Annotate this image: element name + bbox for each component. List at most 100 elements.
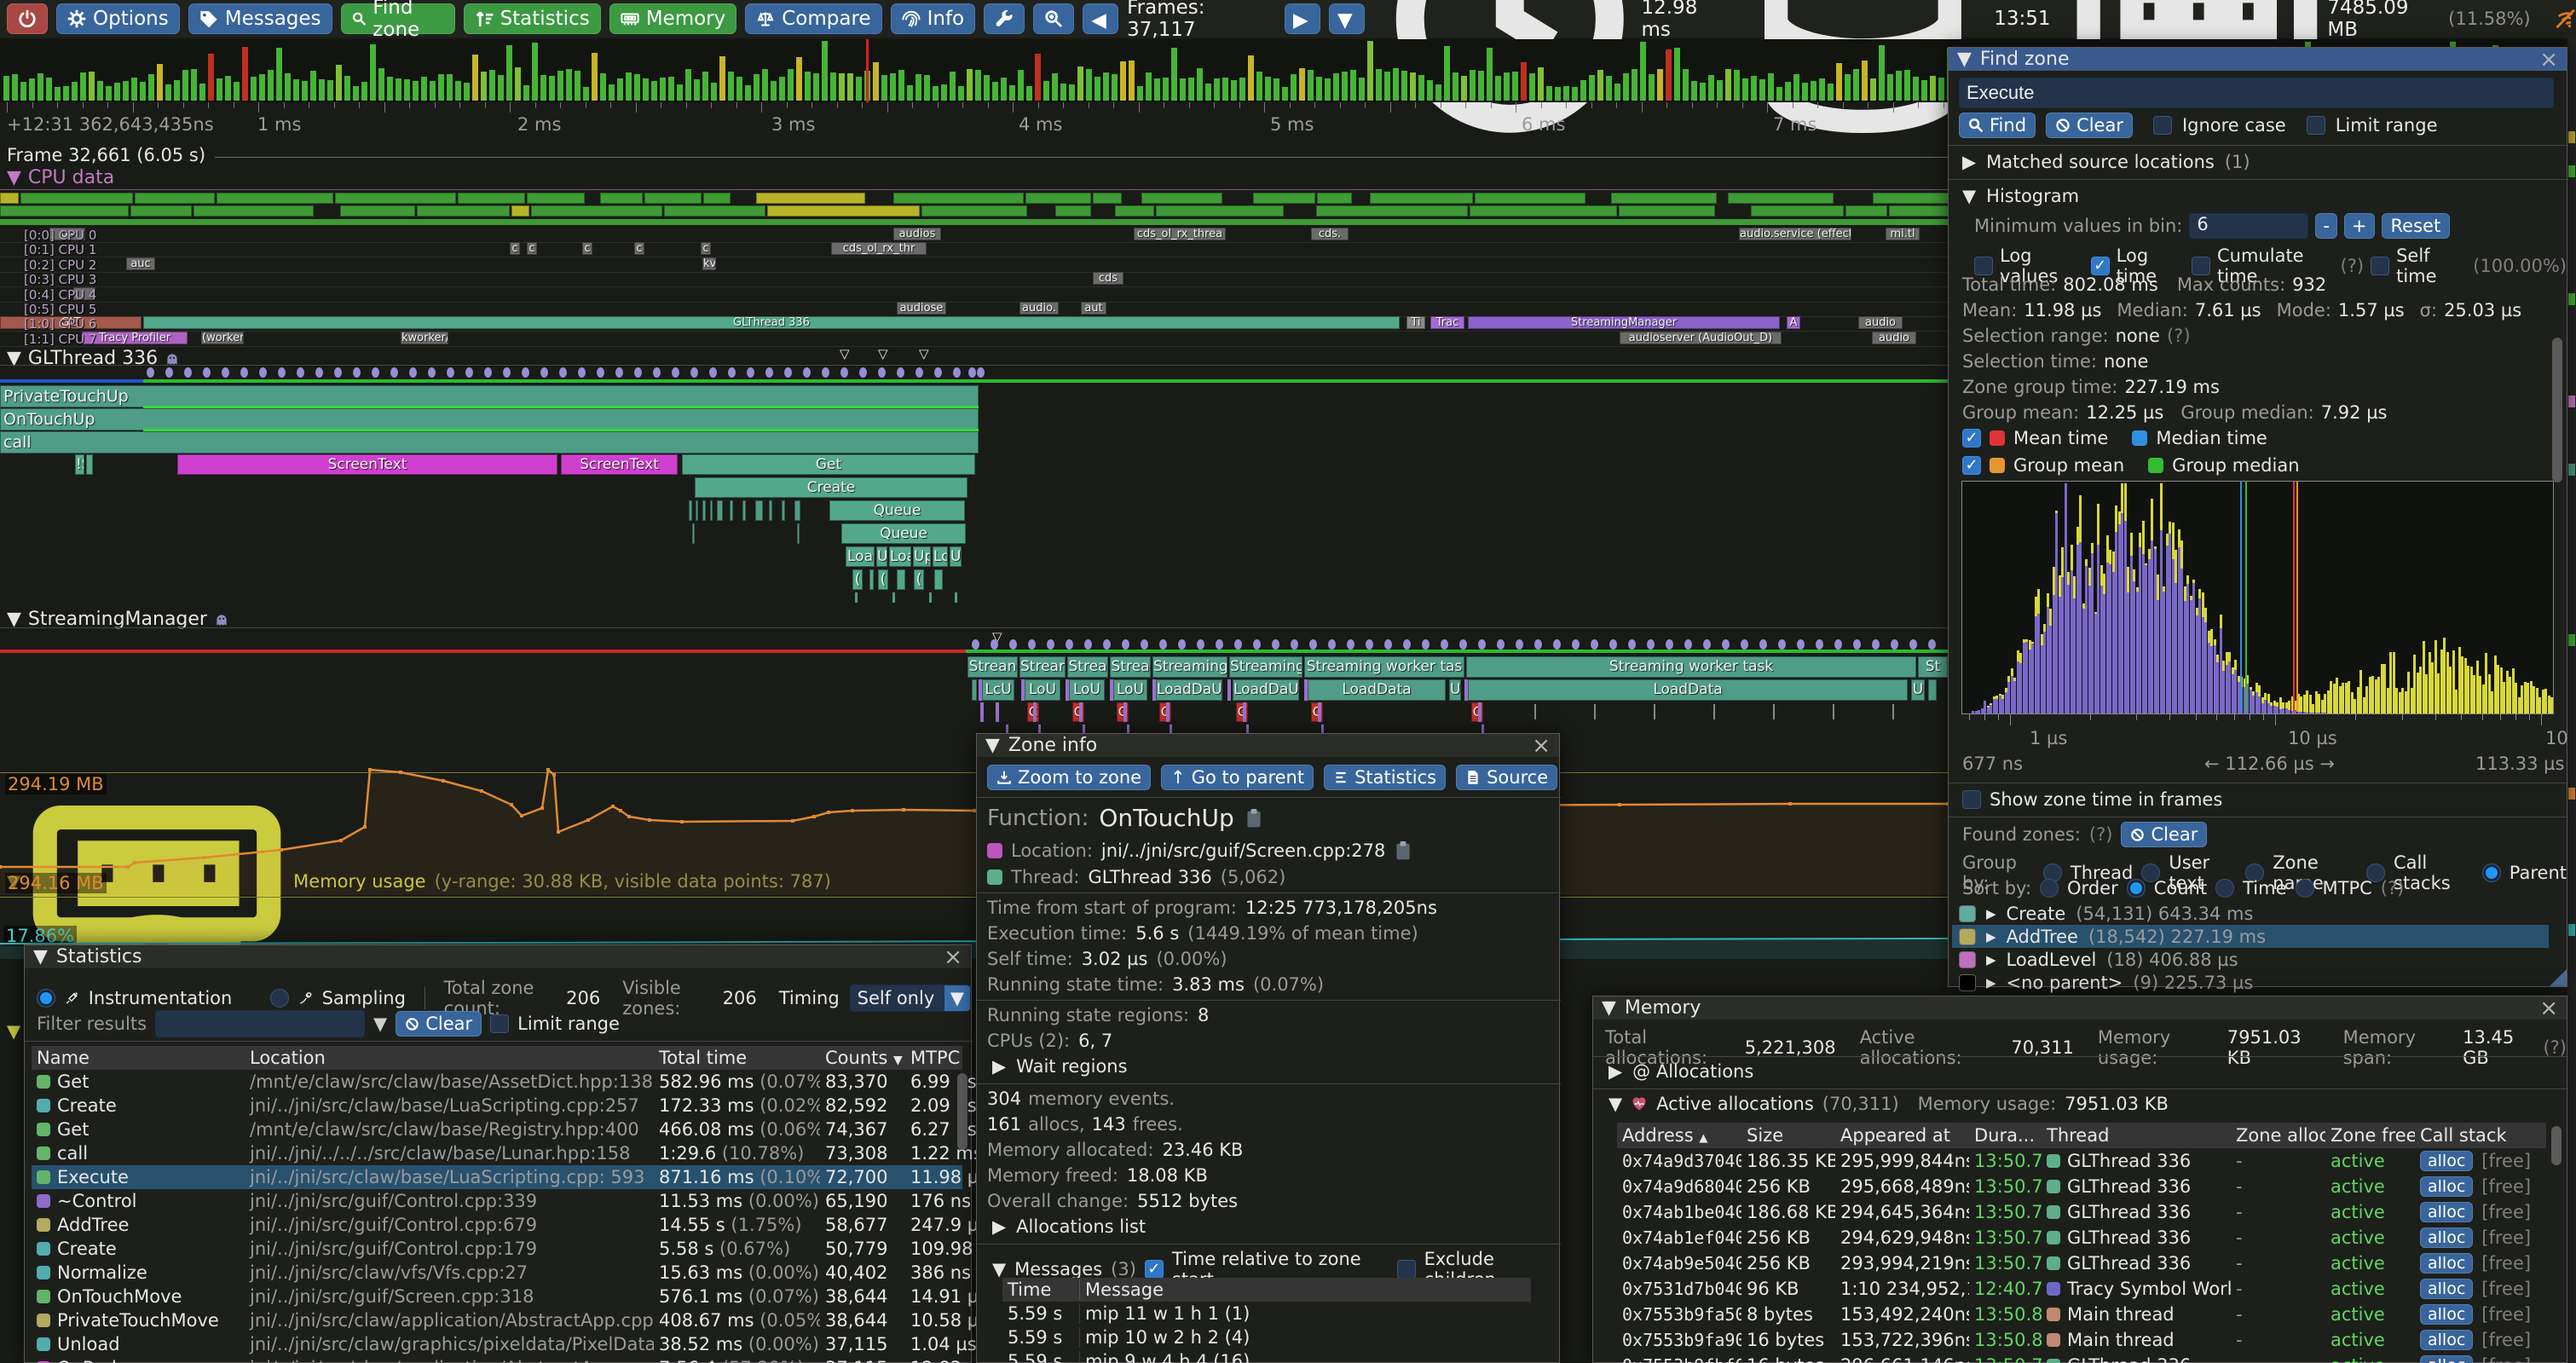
frame-bar[interactable] bbox=[489, 70, 495, 101]
histogram-collapser[interactable]: ▼ Histogram bbox=[1962, 186, 2080, 206]
frame-bar[interactable] bbox=[1418, 74, 1424, 101]
frame-bar[interactable] bbox=[1572, 86, 1578, 101]
statistics-row[interactable]: Execute jni/../jni/src/claw/base/LuaScrip… bbox=[32, 1165, 978, 1189]
allocations-list-collapser[interactable]: ▶ Allocations list bbox=[992, 1216, 1146, 1237]
frame-bar[interactable] bbox=[967, 69, 973, 101]
frame-bar[interactable] bbox=[1606, 76, 1612, 101]
frame-bar[interactable] bbox=[344, 75, 350, 101]
frame-bar[interactable] bbox=[1018, 69, 1024, 101]
zoom-to-zone-button[interactable]: Zoom to zone bbox=[987, 765, 1152, 790]
frame-bar[interactable] bbox=[822, 41, 828, 101]
frame-bar[interactable] bbox=[20, 82, 26, 101]
cpu-zone[interactable]: c bbox=[510, 242, 520, 256]
statistics-titlebar[interactable]: ▼ Statistics × bbox=[25, 945, 971, 968]
frame-bar[interactable] bbox=[285, 73, 291, 101]
zone-bar[interactable]: Loa bbox=[846, 546, 875, 567]
frame-bar[interactable] bbox=[1734, 70, 1740, 101]
zone-bar[interactable]: LoadDaU bbox=[1156, 679, 1222, 701]
group-by-parent[interactable] bbox=[2481, 863, 2501, 882]
cpu-zone[interactable]: audio. bbox=[1019, 302, 1059, 315]
collapse-icon[interactable]: ▼ bbox=[985, 735, 1000, 756]
frame-bar[interactable] bbox=[1384, 72, 1390, 101]
frame-bar[interactable] bbox=[1470, 70, 1476, 101]
frame-bar[interactable] bbox=[1035, 53, 1041, 101]
wait-regions-collapser[interactable]: ▶ Wait regions bbox=[992, 1056, 1128, 1077]
frame-bar[interactable] bbox=[3, 75, 9, 101]
cpu-zone[interactable]: audio bbox=[1858, 316, 1903, 330]
frame-bar[interactable] bbox=[1512, 71, 1518, 101]
zone-thread[interactable]: GLThread 336 bbox=[1088, 867, 1212, 887]
frame-bar[interactable] bbox=[762, 68, 768, 101]
alloc-callstack-button[interactable]: alloc bbox=[2420, 1330, 2474, 1350]
cpu-zone[interactable]: os bbox=[49, 228, 85, 240]
frame-bar[interactable] bbox=[1870, 78, 1876, 101]
matched-collapser[interactable]: ▶ Matched source locations (1) bbox=[1962, 152, 2250, 172]
zone-bar[interactable]: Strea bbox=[1067, 656, 1108, 678]
frame-bar[interactable] bbox=[1205, 83, 1211, 101]
frame-bar[interactable] bbox=[1529, 73, 1535, 101]
zone-bar[interactable]: Strea bbox=[1110, 656, 1151, 678]
alloc-callstack-button[interactable]: alloc bbox=[2420, 1227, 2474, 1248]
go-to-parent-button[interactable]: ↑ Go to parent bbox=[1161, 765, 1314, 790]
frame-bar[interactable] bbox=[626, 72, 632, 101]
close-icon[interactable]: × bbox=[944, 944, 962, 970]
frame-bar[interactable] bbox=[310, 70, 316, 101]
zone-bar[interactable] bbox=[934, 569, 943, 590]
frame-menu-button[interactable]: ▼ bbox=[1328, 3, 1365, 34]
cpu-zone[interactable]: c bbox=[582, 242, 592, 256]
zone-bar[interactable]: Streaming worker tas bbox=[1304, 656, 1464, 678]
zone-bar[interactable]: Up bbox=[950, 546, 962, 567]
statistics-row[interactable]: PrivateTouchMove jni/../jni/src/claw/appl… bbox=[32, 1308, 978, 1332]
alloc-callstack-button[interactable]: alloc bbox=[2420, 1355, 2474, 1363]
frame-bar[interactable] bbox=[131, 77, 137, 101]
close-icon[interactable]: × bbox=[2539, 46, 2558, 72]
frame-bar[interactable] bbox=[975, 70, 981, 101]
zone-bar[interactable]: ( bbox=[878, 569, 888, 590]
zone-bar[interactable] bbox=[0, 431, 979, 453]
frame-bar[interactable] bbox=[114, 82, 120, 101]
tools-button[interactable] bbox=[984, 3, 1025, 34]
zone-bar[interactable]: Create bbox=[695, 477, 967, 498]
frame-bar[interactable] bbox=[199, 84, 205, 101]
frame-bar[interactable] bbox=[1103, 72, 1109, 101]
group-by-call-stacks[interactable] bbox=[2366, 863, 2385, 882]
zone-bar[interactable]: U bbox=[876, 546, 887, 567]
reset-button[interactable]: Reset bbox=[2381, 213, 2451, 239]
frame-bar[interactable] bbox=[907, 85, 913, 101]
frame-bar[interactable] bbox=[46, 77, 52, 101]
frame-bar[interactable] bbox=[336, 64, 342, 101]
zone-bar[interactable]: LcU bbox=[982, 679, 1014, 701]
zone-bar[interactable] bbox=[0, 408, 979, 430]
frame-bar[interactable] bbox=[771, 80, 777, 101]
frame-bar[interactable] bbox=[80, 72, 86, 101]
frame-bar[interactable] bbox=[1828, 83, 1834, 101]
frame-bar[interactable] bbox=[1137, 85, 1143, 101]
instrumentation-radio[interactable] bbox=[37, 989, 55, 1008]
zone-bar[interactable]: Loa bbox=[933, 546, 948, 567]
statistics-row[interactable]: AddTree jni/../jni/src/guif/Control.cpp:6… bbox=[32, 1213, 978, 1237]
show-zone-time-checkbox[interactable] bbox=[1962, 790, 1981, 809]
cpu-zone[interactable]: audioserver (AudioOut_D) bbox=[1620, 331, 1782, 344]
frame-bar[interactable] bbox=[651, 80, 657, 101]
sort-by-mtpc[interactable] bbox=[2295, 879, 2314, 898]
frame-bar[interactable] bbox=[898, 70, 904, 101]
statistics-row[interactable]: Create jni/../jni/src/guif/Control.cpp:17… bbox=[32, 1237, 978, 1261]
zone-bar[interactable]: Queue bbox=[829, 500, 965, 521]
frame-bar[interactable] bbox=[1938, 78, 1944, 101]
frame-bar[interactable] bbox=[378, 68, 384, 101]
zone-bar[interactable] bbox=[782, 500, 785, 521]
found-zone-row[interactable]: ▶ LoadLevel (18) 406.88 µs bbox=[1952, 948, 2549, 971]
zone-bar[interactable]: LoU bbox=[1069, 679, 1105, 701]
frame-bar[interactable] bbox=[583, 86, 589, 101]
frame-bar[interactable] bbox=[719, 55, 725, 101]
frame-bar[interactable] bbox=[924, 75, 930, 101]
frame-bar[interactable] bbox=[1904, 69, 1910, 101]
frame-bar[interactable] bbox=[1896, 70, 1902, 101]
expand-icon[interactable]: ▶ bbox=[1986, 928, 1996, 944]
frame-bar[interactable] bbox=[1751, 76, 1757, 101]
frame-bar[interactable] bbox=[1623, 72, 1629, 101]
statistics-button[interactable]: Statistics bbox=[463, 3, 601, 34]
found-zone-row[interactable]: ▶ <no parent> (9) 225.73 µs bbox=[1952, 971, 2549, 994]
frame-bar[interactable] bbox=[498, 75, 504, 101]
zone-bar[interactable] bbox=[794, 500, 800, 521]
